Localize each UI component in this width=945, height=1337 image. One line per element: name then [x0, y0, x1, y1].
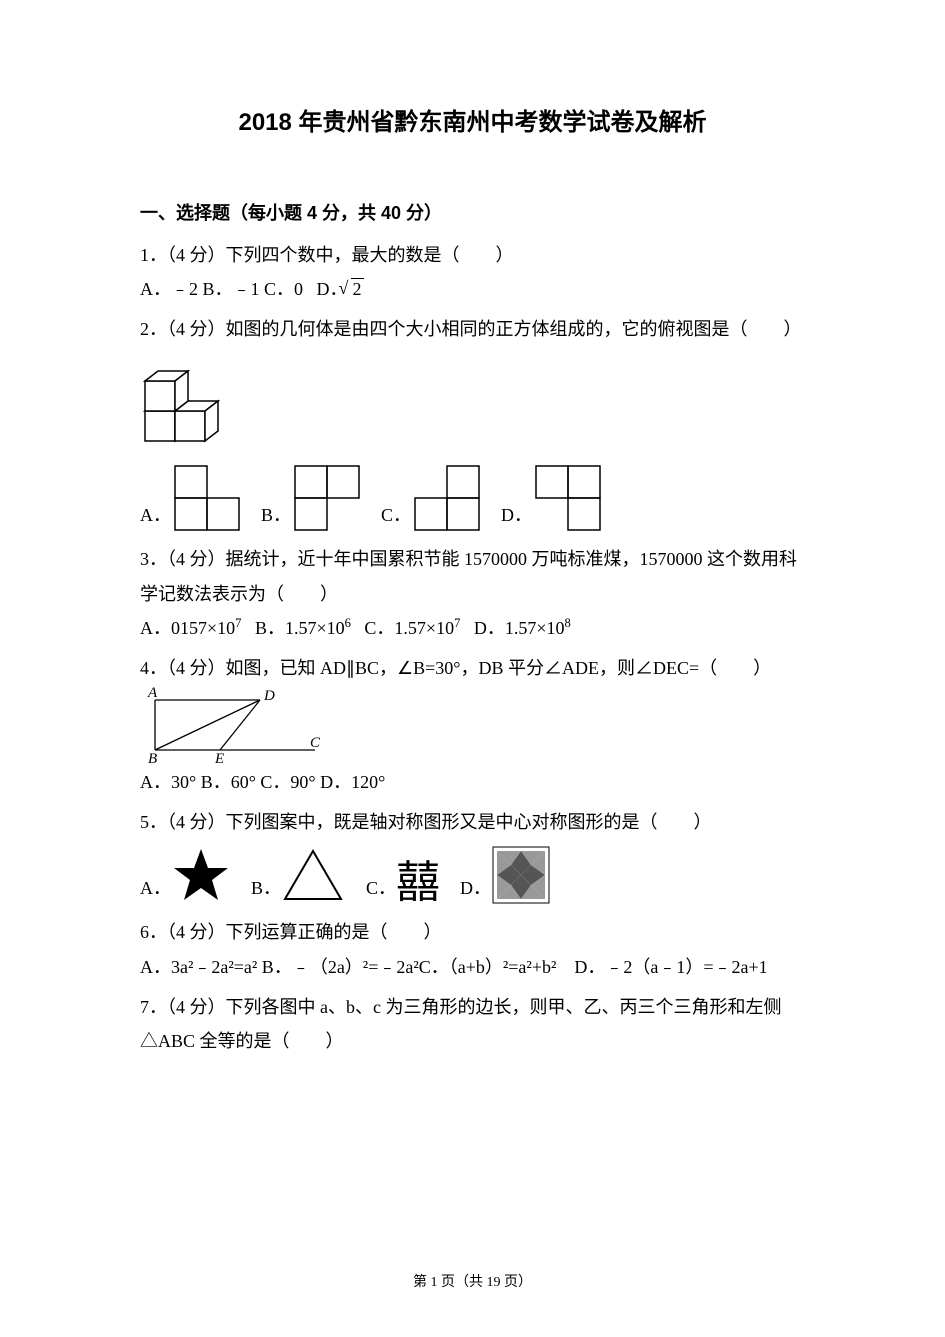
q2-opt-c-label: C． — [381, 498, 411, 532]
star-icon — [171, 845, 231, 905]
q4-label-e: E — [214, 751, 224, 765]
section-heading: 一、选择题（每小题 4 分，共 40 分） — [140, 196, 805, 230]
q3-opt-a: A．0157×10 — [140, 618, 235, 638]
q5-stem: 5．（4 分）下列图案中，既是轴对称图形又是中心对称图形的是（ ） — [140, 805, 805, 839]
q1-opt-b: B．﹣1 — [203, 279, 260, 299]
q2-opt-d-label: D． — [501, 498, 532, 532]
q4-figure: A D B E C — [140, 685, 330, 765]
q2-opt-a-label: A． — [140, 498, 171, 532]
q2-solid-figure — [140, 346, 250, 456]
question-5: 5．（4 分）下列图案中，既是轴对称图形又是中心对称图形的是（ ） A． B． … — [140, 805, 805, 905]
question-2: 2．（4 分）如图的几何体是由四个大小相同的正方体组成的，它的俯视图是（ ） A… — [140, 312, 805, 532]
triangle-icon — [281, 845, 346, 905]
q2-stem: 2．（4 分）如图的几何体是由四个大小相同的正方体组成的，它的俯视图是（ ） — [140, 312, 805, 346]
q4-label-b: B — [148, 751, 157, 765]
q2-opt-b-fig — [291, 462, 361, 532]
q4-options: A．30° B．60° C．90° D．120° — [140, 765, 805, 799]
q4-stem: 4．（4 分）如图，已知 AD∥BC，∠B=30°，DB 平分∠ADE，则∠DE… — [140, 651, 805, 685]
q5-opt-b-label: B． — [251, 871, 281, 905]
q1-options: A．﹣2 B．﹣1 C．0 D．2 — [140, 272, 805, 306]
q5-opt-d-label: D． — [460, 871, 491, 905]
q4-label-d: D — [263, 688, 275, 704]
q3-exp-a: 7 — [235, 616, 241, 630]
q4-label-c: C — [310, 735, 321, 751]
q4-opt-b: B．60° — [201, 772, 256, 792]
q1-stem: 1．（4 分）下列四个数中，最大的数是（ ） — [140, 238, 805, 272]
q1-opt-a: A．﹣2 — [140, 279, 198, 299]
q2-opt-d-fig — [532, 462, 602, 532]
q1-opt-d-val: 2 — [351, 278, 364, 299]
page-footer: 第 1 页（共 19 页） — [0, 1270, 945, 1297]
double-xi-icon: 囍 — [396, 861, 440, 905]
q4-opt-d: D．120° — [320, 772, 385, 792]
q1-opt-c: C．0 — [264, 279, 303, 299]
q7-stem: 7．（4 分）下列各图中 a、b、c 为三角形的边长，则甲、乙、丙三个三角形和左… — [140, 990, 805, 1058]
question-3: 3．（4 分）据统计，近十年中国累积节能 1570000 万吨标准煤，15700… — [140, 542, 805, 645]
q3-exp-b: 6 — [345, 616, 351, 630]
q6-options: A．3a²﹣2a²=a² B．﹣（2a）²=﹣2a²C．（a+b）²=a²+b²… — [140, 950, 805, 984]
q2-options: A． B． C． — [140, 462, 805, 532]
q4-opt-a: A．30° — [140, 772, 196, 792]
q3-exp-c: 7 — [454, 616, 460, 630]
question-6: 6．（4 分）下列运算正确的是（ ） A．3a²﹣2a²=a² B．﹣（2a）²… — [140, 915, 805, 983]
q5-options: A． B． C． 囍 D． — [140, 845, 805, 905]
q2-opt-a-fig — [171, 462, 241, 532]
question-4: 4．（4 分）如图，已知 AD∥BC，∠B=30°，DB 平分∠ADE，则∠DE… — [140, 651, 805, 799]
q5-opt-a-label: A． — [140, 871, 171, 905]
q6-stem: 6．（4 分）下列运算正确的是（ ） — [140, 915, 805, 949]
q4-opt-c: C．90° — [260, 772, 315, 792]
q3-opt-c: C．1.57×10 — [364, 618, 454, 638]
quilt-pattern-icon — [491, 845, 551, 905]
q4-label-a: A — [147, 685, 158, 701]
q3-options: A．0157×107 B．1.57×106 C．1.57×107 D．1.57×… — [140, 611, 805, 645]
question-1: 1．（4 分）下列四个数中，最大的数是（ ） A．﹣2 B．﹣1 C．0 D．2 — [140, 238, 805, 306]
q3-opt-d: D．1.57×10 — [474, 618, 565, 638]
q2-opt-b-label: B． — [261, 498, 291, 532]
q3-exp-d: 8 — [565, 616, 571, 630]
page-title: 2018 年贵州省黔东南州中考数学试卷及解析 — [140, 100, 805, 146]
q5-opt-c-label: C． — [366, 871, 396, 905]
q2-opt-c-fig — [411, 462, 481, 532]
q3-stem: 3．（4 分）据统计，近十年中国累积节能 1570000 万吨标准煤，15700… — [140, 542, 805, 610]
question-7: 7．（4 分）下列各图中 a、b、c 为三角形的边长，则甲、乙、丙三个三角形和左… — [140, 990, 805, 1058]
q3-opt-b: B．1.57×10 — [255, 618, 345, 638]
